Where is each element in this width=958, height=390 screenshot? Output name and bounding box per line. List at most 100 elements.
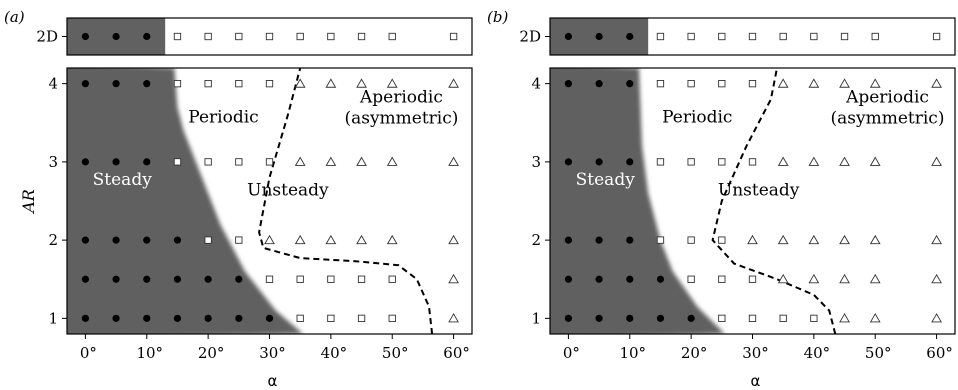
periodic-marker (718, 79, 726, 88)
steady-marker (626, 314, 634, 322)
periodic-marker (327, 275, 335, 283)
steady-marker (173, 275, 182, 283)
steady-marker (564, 275, 573, 283)
steady-marker (564, 314, 573, 322)
periodic-marker (718, 236, 726, 244)
aperiodic-marker (777, 156, 789, 166)
periodic-marker (687, 79, 695, 88)
periodic-marker (235, 32, 243, 41)
y-tick-label: 2 (531, 231, 541, 249)
panel-label: (b) (487, 8, 508, 26)
steady-marker (687, 314, 695, 322)
x-tick-label: 20° (681, 344, 708, 362)
aperiodic-marker (839, 234, 850, 245)
y-tick-label: 3 (531, 153, 541, 171)
aperiodic-marker (931, 313, 942, 323)
x-tick-label: 40° (804, 344, 831, 362)
aperiodic-marker (777, 78, 789, 88)
periodic-marker (388, 275, 396, 283)
aperiodic-marker (747, 234, 758, 245)
unsteady-boundary-line (711, 68, 837, 334)
x-tick-label: 10° (136, 344, 163, 362)
steady-marker (173, 314, 182, 322)
aperiodic-marker (386, 234, 398, 245)
aperiodic-marker (356, 234, 367, 245)
aperiodic-marker (777, 273, 789, 284)
x-tick-label: 20° (198, 344, 225, 362)
x-tick-label: 0° (563, 344, 580, 362)
periodic-label: Periodic (188, 108, 258, 128)
steady-marker (656, 275, 665, 283)
aperiodic-marker (839, 156, 850, 166)
aperiodic-label: Aperiodic (359, 88, 443, 108)
x-tick-label: 30° (259, 344, 286, 362)
panel-label: (a) (4, 8, 25, 26)
steady-region (550, 68, 725, 334)
unsteady-boundary-line (258, 68, 434, 334)
steady-marker (204, 314, 212, 322)
periodic-marker (748, 158, 757, 166)
periodic-marker (204, 158, 212, 166)
aperiodic-marker (356, 156, 367, 166)
aperiodic-label: (asymmetric) (344, 109, 458, 129)
periodic-label: Periodic (662, 108, 732, 128)
periodic-marker (327, 314, 335, 323)
steady-marker (143, 275, 151, 283)
steady-marker (112, 275, 120, 283)
x-axis-label: α (751, 372, 761, 390)
aperiodic-marker (448, 78, 459, 88)
steady-marker (112, 80, 120, 88)
steady-label: Steady (576, 170, 636, 190)
periodic-marker (204, 32, 212, 41)
y-tick-label: 4 (531, 75, 541, 93)
aperiodic-marker (839, 313, 850, 323)
aperiodic-marker (869, 273, 881, 284)
aperiodic-marker (356, 78, 367, 88)
periodic-marker (449, 32, 458, 41)
periodic-marker (718, 32, 726, 41)
steady-marker (564, 158, 573, 166)
periodic-marker (296, 314, 304, 323)
steady-marker (235, 314, 243, 322)
steady-marker (595, 314, 603, 322)
aperiodic-marker (931, 273, 942, 284)
aperiodic-marker (325, 78, 337, 88)
aperiodic-marker (839, 273, 850, 284)
periodic-marker (296, 32, 304, 41)
aperiodic-marker (931, 234, 942, 245)
steady-marker (235, 275, 243, 283)
aperiodic-marker (869, 156, 881, 166)
steady-marker (143, 314, 151, 322)
aperiodic-marker (325, 234, 337, 245)
periodic-marker (265, 79, 274, 88)
steady-marker (112, 158, 120, 166)
x-tick-label: 10° (619, 344, 646, 362)
periodic-marker (810, 314, 818, 323)
periodic-marker (204, 79, 212, 88)
periodic-marker (718, 158, 726, 166)
steady-marker (81, 32, 90, 41)
periodic-marker (748, 314, 757, 323)
aperiodic-marker (294, 78, 306, 88)
steady-marker (112, 314, 120, 322)
aperiodic-marker (294, 234, 306, 245)
aperiodic-marker (448, 156, 459, 166)
aperiodic-marker (869, 313, 881, 323)
steady-marker (112, 236, 120, 244)
top-row-label: 2D (519, 28, 541, 46)
aperiodic-marker (448, 273, 459, 284)
y-tick-label: 1 (48, 309, 58, 327)
periodic-marker (840, 32, 849, 41)
x-tick-label: 60° (443, 344, 470, 362)
steady-marker (143, 158, 151, 166)
periodic-marker (296, 275, 304, 283)
aperiodic-marker (839, 78, 850, 88)
periodic-marker (687, 275, 695, 283)
steady-marker (595, 158, 603, 166)
aperiodic-marker (325, 156, 337, 166)
periodic-marker (235, 236, 243, 244)
x-tick-label: 60° (926, 344, 953, 362)
aperiodic-marker (808, 273, 820, 284)
aperiodic-marker (808, 234, 820, 245)
periodic-marker (265, 275, 274, 283)
